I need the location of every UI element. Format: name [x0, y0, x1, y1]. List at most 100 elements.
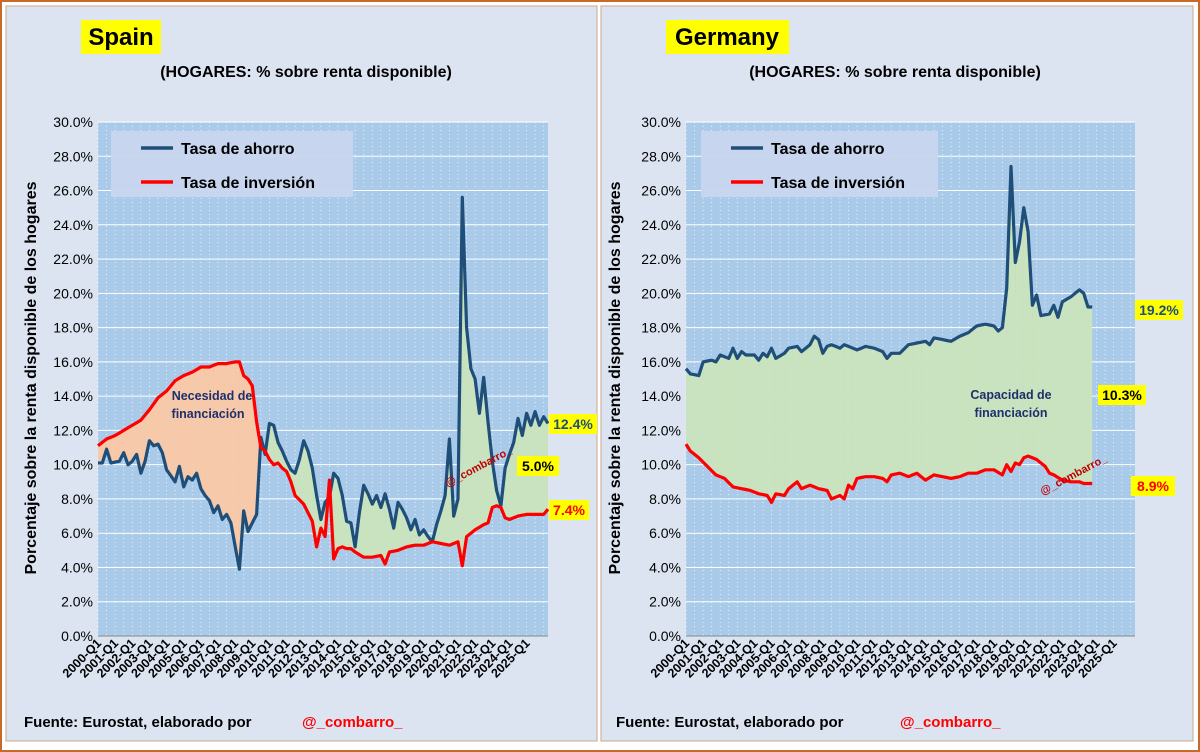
spain-gap-fill [115, 432, 120, 463]
spain-gap-fill [475, 379, 480, 530]
spain-gap-fill [295, 459, 300, 500]
germany-gap-fill [728, 348, 734, 487]
germany-savings-end-value: 19.2% [1139, 302, 1179, 318]
germany-gap-fill [818, 339, 823, 490]
spain-gap-fill [243, 375, 248, 532]
germany-gap-fill [925, 341, 930, 481]
spain-gap-fill [153, 397, 158, 446]
germany-gap-fill [857, 348, 862, 479]
germany-y-tick-label: 10.0% [641, 457, 681, 473]
germany-gap-fill [874, 348, 879, 478]
spain-gap-fill [110, 435, 116, 463]
spain-savings-end-value: 12.4% [553, 416, 593, 432]
spain-investment-line [97, 360, 550, 568]
spain-region-label-line1: Necesidad de [172, 389, 253, 403]
germany-gap-fill [959, 334, 964, 477]
spain-gap-fill [222, 363, 227, 520]
spain-gap-fill [183, 373, 188, 487]
germany-gap-fill [1075, 289, 1080, 482]
germany-title: Germany [675, 24, 780, 51]
germany-gap-fill [1066, 296, 1071, 482]
germany-gap-fill [1053, 305, 1059, 478]
germany-savings-line [684, 164, 1093, 378]
spain-y-tick-label: 22.0% [53, 251, 93, 267]
spain-gap-fill [200, 367, 206, 496]
spain-plot: 0.0% 2.0% 4.0% 6.0% 8.0% 10.0% 12.0% 14.0% 16.0%… [53, 114, 597, 681]
germany-gap-fill [750, 355, 755, 493]
germany-gap-fill [934, 337, 939, 476]
spain-gap-badge [517, 456, 559, 476]
germany-gap-fill [737, 351, 742, 489]
spain-y-tick-label: 10.0% [53, 457, 93, 473]
germany-gap-fill [745, 355, 751, 491]
spain-title: Spain [88, 24, 153, 51]
spain-gap-fill [98, 442, 103, 463]
spain-gap-fill [363, 485, 368, 558]
germany-y-tick-label: 2.0% [649, 594, 681, 610]
germany-gap-fill [938, 338, 943, 477]
germany-gap-fill [848, 346, 853, 489]
spain-gap-fill [235, 361, 240, 570]
germany-gap-fill [724, 356, 729, 483]
germany-gap-fill [707, 360, 712, 471]
germany-plot: 0.0% 2.0% 4.0% 6.0% 8.0% 10.0% 12.0% 14.0% 16.0%… [641, 114, 1183, 681]
spain-gap-fill [213, 363, 218, 513]
spain-gap-fill [132, 422, 137, 462]
germany-gap-fill [1045, 313, 1050, 474]
germany-gap-fill [878, 349, 883, 479]
germany-gap-fill [852, 348, 858, 489]
germany-gap-fill [968, 329, 973, 474]
germany-investment-end-value: 8.9% [1137, 478, 1169, 494]
germany-y-tick-label: 12.0% [641, 422, 681, 438]
germany-y-tick-label: 8.0% [649, 491, 681, 507]
germany-gap-fill [1032, 295, 1037, 460]
spain-gap-fill [479, 377, 484, 528]
germany-legend-box [701, 131, 938, 197]
germany-gap-fill [895, 353, 900, 475]
germany-gap-fill [715, 355, 721, 477]
germany-source-text: Fuente: Eurostat, elaborado por [616, 714, 844, 731]
germany-gap-fill [839, 344, 845, 499]
spain-y-tick-label: 20.0% [53, 285, 93, 301]
germany-gap-fill [1023, 207, 1029, 458]
germany-gap-fill [741, 351, 746, 490]
germany-gap-fill [1019, 207, 1024, 465]
germany-gap-fill [1062, 299, 1067, 481]
spain-gap-fill [230, 361, 236, 547]
germany-gap-fill [882, 351, 887, 482]
germany-gap-fill [976, 325, 982, 474]
spain-gap-fill [346, 521, 351, 549]
germany-gap-fill [993, 325, 999, 473]
germany-gap-fill [814, 336, 819, 489]
spain-savings-line [98, 195, 550, 571]
germany-gap-fill [1040, 314, 1046, 467]
germany-gap-fill [916, 342, 922, 477]
spain-gap-fill [196, 367, 201, 489]
germany-gap-fill [805, 344, 811, 487]
spain-gap-fill [380, 493, 386, 565]
germany-title-highlight [666, 20, 789, 54]
spain-gap-fill [188, 372, 193, 481]
germany-panel: Germany (HOGARES: % sobre renta disponib… [600, 5, 1194, 742]
spain-gap-fill [453, 498, 458, 544]
germany-y-tick-label: 28.0% [641, 148, 681, 164]
germany-subtitle: (HOGARES: % sobre renta disponible) [749, 64, 1041, 81]
spain-gap-fill [278, 442, 283, 469]
spain-gap-fill [149, 403, 154, 446]
spain-gap-fill [162, 390, 167, 470]
germany-gap-fill [1087, 307, 1093, 484]
germany-gap-fill [758, 353, 763, 495]
spain-gap-fill [462, 197, 467, 566]
germany-gap-fill [1070, 293, 1076, 482]
spain-gap-fill [166, 385, 171, 476]
germany-gap-fill [1006, 166, 1011, 472]
spain-panel: Spain (HOGARES: % sobre renta disponible… [5, 5, 598, 742]
spain-gap-fill [226, 362, 231, 523]
germany-gap-fill [899, 349, 905, 475]
spain-region-label-line2: financiación [172, 407, 245, 421]
germany-legend-investment-label: Tasa de inversión [771, 175, 905, 192]
germany-gap-fill [908, 343, 913, 477]
spain-gap-fill [269, 423, 274, 465]
spain-savings-end-badge [549, 414, 597, 434]
